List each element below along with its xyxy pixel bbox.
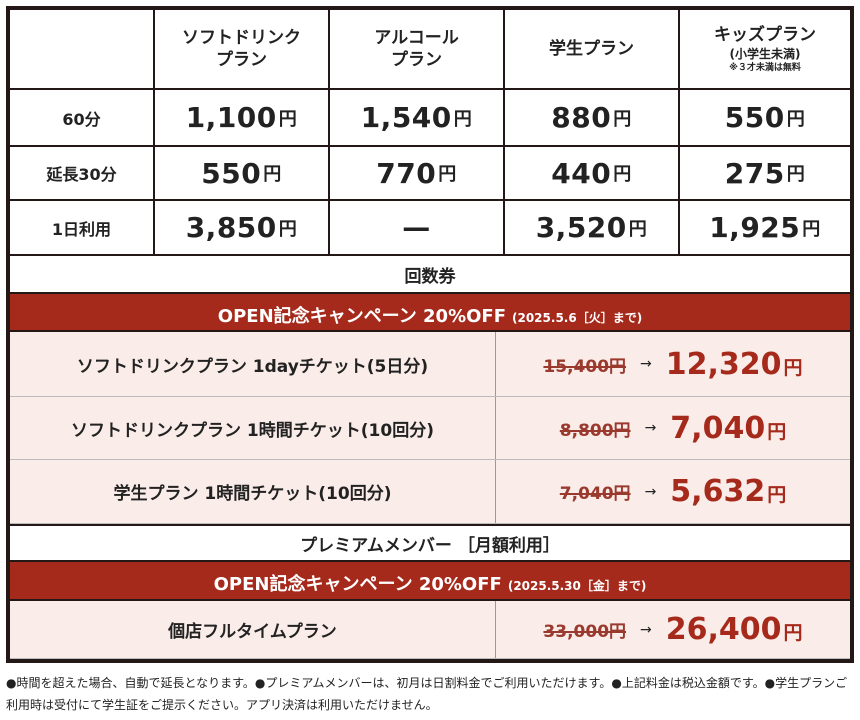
price-cell: — [330, 201, 505, 256]
col-title: 学生プラン [549, 39, 634, 59]
price-cell: 3,520 円 [505, 201, 680, 256]
old-price: 15,400円 [543, 356, 627, 377]
yen-unit: 円 [613, 108, 632, 130]
new-price-value: 7,040 [670, 410, 766, 446]
arrow-icon: → [640, 356, 652, 372]
price-value: — [402, 211, 431, 244]
yen-unit: 円 [786, 108, 806, 130]
yen-unit: 円 [453, 108, 473, 130]
price-cell: 770 円 [330, 147, 505, 201]
ticket-name: 学生プラン 1時間チケット(10回分) [10, 460, 496, 523]
price-value: 550 [724, 101, 785, 134]
price-cell: 550 円 [680, 90, 850, 147]
old-price: 8,800円 [559, 420, 631, 441]
price-value: 1,540 [360, 101, 452, 134]
campaign-banner-premium: OPEN記念キャンペーン 20%OFF (2025.5.30［金］まで) [10, 562, 850, 601]
row-label: 延長30分 [10, 147, 155, 201]
section-title-tickets: 回数券 [10, 256, 850, 294]
yen-unit: 円 [783, 356, 803, 379]
ticket-price: 8,800円 → 7,040 円 [496, 397, 850, 459]
ticket-name: ソフトドリンクプラン 1dayチケット(5日分) [10, 332, 496, 396]
ticket-price: 7,040円 → 5,632 円 [496, 460, 850, 523]
price-cell: 275 円 [680, 147, 850, 201]
ticket-name: ソフトドリンクプラン 1時間チケット(10回分) [10, 397, 496, 459]
new-price-value: 5,632 [670, 474, 766, 509]
col-header-alcohol: アルコール プラン [330, 10, 505, 90]
yen-unit: 円 [767, 420, 787, 443]
arrow-icon: → [644, 420, 657, 436]
price-value: 3,520 [535, 211, 627, 244]
price-value: 550 [201, 156, 262, 190]
ticket-price: 33,000円 → 26,400 円 [496, 601, 850, 658]
price-value: 3,850 [185, 211, 277, 244]
col-header-kids: キッズプラン (小学生未満) ※３才未満は無料 [680, 10, 850, 90]
yen-unit: 円 [263, 164, 282, 185]
yen-unit: 円 [767, 484, 787, 506]
col-title: ソフトドリンク [182, 28, 301, 48]
new-price-value: 12,320 [665, 346, 782, 382]
old-price: 33,000円 [543, 622, 627, 642]
new-price-value: 26,400 [665, 612, 782, 647]
ticket-row: ソフトドリンクプラン 1dayチケット(5日分) 15,400円 → 12,320 円 [10, 332, 850, 397]
section-title-premium: プレミアムメンバー ［月額利用］ [10, 524, 850, 562]
campaign-title: OPEN記念キャンペーン 20%OFF [213, 574, 502, 595]
yen-unit: 円 [628, 218, 648, 240]
price-value: 880 [551, 101, 612, 134]
price-cell: 550 円 [155, 147, 330, 201]
campaign-until: (2025.5.30［金］まで) [507, 579, 647, 593]
ticket-row: 個店フルタイムプラン 33,000円 → 26,400 円 [10, 601, 850, 659]
price-cell: 1,925 円 [680, 201, 850, 256]
price-value: 1,925 [709, 211, 801, 244]
price-value: 770 [376, 156, 437, 190]
new-price: 12,320 円 [666, 347, 803, 382]
ticket-row: ソフトドリンクプラン 1時間チケット(10回分) 8,800円 → 7,040 円 [10, 397, 850, 460]
yen-unit: 円 [438, 164, 457, 185]
row-label: 60分 [10, 90, 155, 147]
price-table: ソフトドリンク プラン アルコール プラン 学生プラン キッズプラン (小学生未満) ※… [6, 6, 854, 663]
ticket-price: 15,400円 → 12,320 円 [496, 332, 850, 396]
yen-unit: 円 [613, 164, 632, 185]
new-price: 26,400 円 [666, 612, 803, 647]
ticket-row: 学生プラン 1時間チケット(10回分) 7,040円 → 5,632 円 [10, 460, 850, 524]
corner-cell [10, 10, 155, 90]
new-price: 5,632 円 [670, 474, 786, 509]
col-title: プラン [391, 50, 442, 70]
price-value: 275 [724, 156, 785, 190]
yen-unit: 円 [783, 622, 803, 644]
campaign-until: (2025.5.6［火］まで) [512, 311, 643, 325]
footnotes: ●時間を超えた場合、自動で延長となります。●プレミアムメンバーは、初月は日割料金… [6, 676, 848, 712]
arrow-icon: → [640, 621, 652, 638]
price-value: 440 [551, 156, 612, 190]
price-value: 1,100 [185, 101, 277, 134]
price-cell: 440 円 [505, 147, 680, 201]
yen-unit: 円 [278, 218, 298, 240]
col-header-softdrink: ソフトドリンク プラン [155, 10, 330, 90]
old-price: 7,040円 [559, 484, 631, 504]
price-cell: 880 円 [505, 90, 680, 147]
arrow-icon: → [644, 483, 657, 500]
yen-unit: 円 [278, 108, 298, 130]
col-note: ※３才未満は無料 [729, 62, 801, 73]
price-cell: 3,850 円 [155, 201, 330, 256]
row-label: 1日利用 [10, 201, 155, 256]
col-title: プラン [216, 50, 267, 70]
col-title: アルコール [374, 28, 459, 48]
col-subtitle: (小学生未満) [729, 46, 801, 61]
campaign-banner-tickets: OPEN記念キャンペーン 20%OFF (2025.5.6［火］まで) [10, 294, 850, 332]
campaign-title: OPEN記念キャンペーン 20%OFF [217, 306, 506, 327]
ticket-name: 個店フルタイムプラン [10, 601, 496, 658]
price-cell: 1,100 円 [155, 90, 330, 147]
col-header-student: 学生プラン [505, 10, 680, 90]
yen-unit: 円 [802, 218, 821, 240]
price-cell: 1,540 円 [330, 90, 505, 147]
col-title: キッズプラン [714, 24, 816, 45]
new-price: 7,040 円 [670, 411, 786, 446]
yen-unit: 円 [786, 164, 806, 185]
